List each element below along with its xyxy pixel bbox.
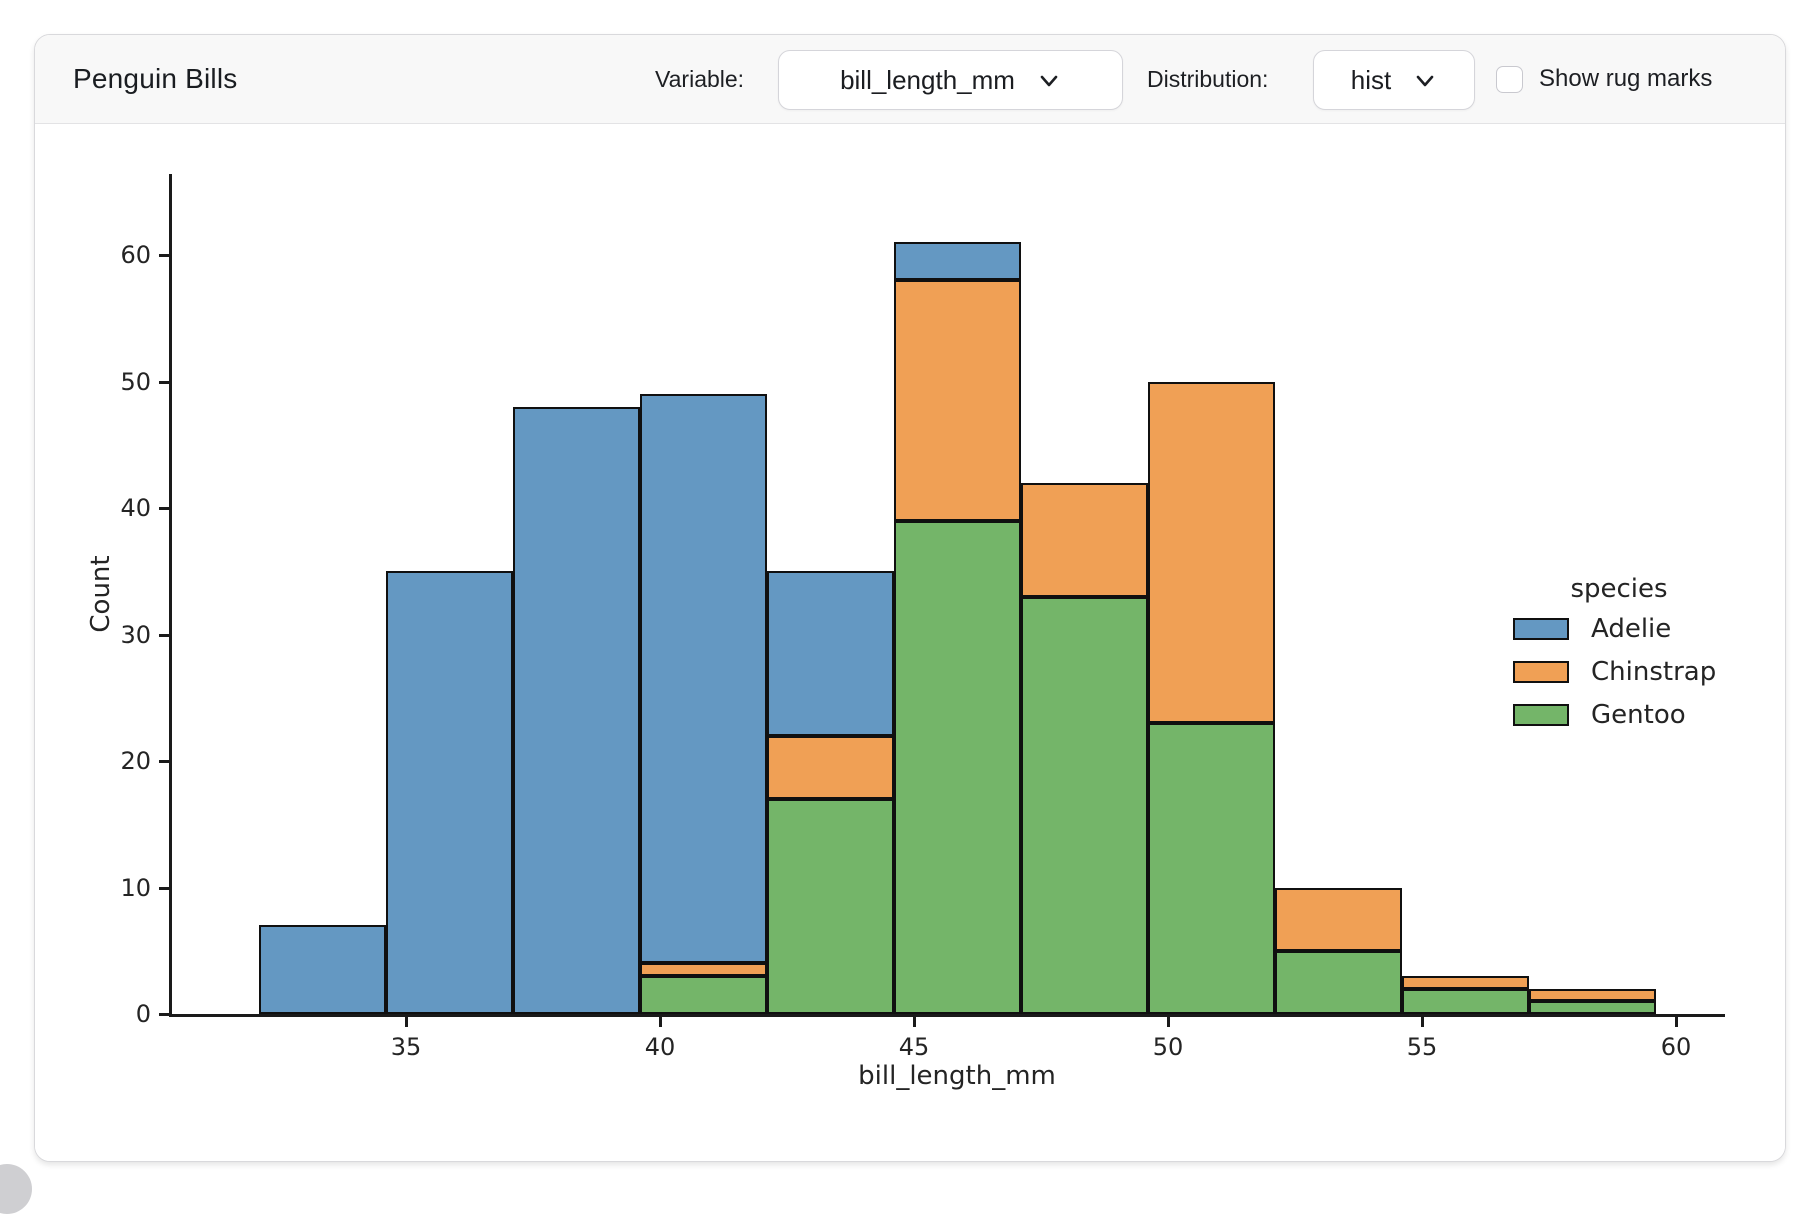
variable-label: Variable: xyxy=(655,65,745,92)
bar-segment-gentoo xyxy=(1402,988,1529,1014)
bar-segment-gentoo xyxy=(1529,1001,1656,1014)
bar-segment-chinstrap xyxy=(1148,381,1275,724)
distribution-select-value: hist xyxy=(1350,64,1392,95)
show-rug-checkbox[interactable] xyxy=(1496,65,1523,93)
variable-select[interactable]: bill_length_mm xyxy=(778,50,1123,110)
x-tick-label: 35 xyxy=(390,1033,422,1061)
y-tick-label: 10 xyxy=(120,873,151,902)
y-tick-mark xyxy=(159,254,169,257)
y-tick-mark xyxy=(159,760,169,763)
x-tick-mark xyxy=(405,1017,408,1027)
y-tick-mark xyxy=(159,1013,169,1016)
x-tick-mark xyxy=(659,1017,662,1027)
y-tick-label: 30 xyxy=(120,620,151,649)
legend-label-chinstrap: Chinstrap xyxy=(1591,657,1717,687)
bar-segment-chinstrap xyxy=(894,280,1021,521)
bar-segment-adelie xyxy=(386,571,513,1014)
bar-segment-gentoo xyxy=(1275,950,1402,1014)
distribution-label: Distribution: xyxy=(1147,65,1269,92)
bar-segment-chinstrap xyxy=(1529,988,1656,1002)
bar-segment-gentoo xyxy=(1148,723,1275,1014)
page-title: Penguin Bills xyxy=(73,63,238,94)
y-tick-mark xyxy=(159,380,169,384)
bar-segment-chinstrap xyxy=(1402,976,1529,989)
y-tick-mark xyxy=(159,507,169,510)
card-body: Count bill_length_mm 35 40 45 50 55 60 0 10 20 30… xyxy=(35,124,1785,1161)
x-axis-label: bill_length_mm xyxy=(858,1061,1056,1091)
y-tick-label: 60 xyxy=(120,241,151,269)
x-axis-spine xyxy=(169,1014,1725,1017)
variable-select-value: bill_length_mm xyxy=(840,64,1015,95)
legend-label-gentoo: Gentoo xyxy=(1591,700,1686,730)
legend-swatch-gentoo xyxy=(1513,704,1569,726)
x-tick-mark xyxy=(913,1017,916,1027)
bar-segment-gentoo xyxy=(767,798,894,1014)
bar-segment-adelie xyxy=(513,406,640,1014)
y-tick-label: 20 xyxy=(120,747,151,775)
bar-segment-chinstrap xyxy=(767,735,894,799)
bar-segment-gentoo xyxy=(1021,596,1148,1014)
bar-segment-adelie xyxy=(259,925,386,1014)
x-tick-mark xyxy=(1167,1017,1170,1027)
legend-swatch-adelie xyxy=(1513,618,1569,640)
legend-title: species xyxy=(1570,574,1668,604)
bar-segment-chinstrap xyxy=(640,963,767,977)
chevron-down-icon xyxy=(1413,68,1437,92)
chevron-down-icon xyxy=(1037,68,1061,92)
bar-segment-chinstrap xyxy=(1021,482,1148,597)
bar-segment-chinstrap xyxy=(1275,887,1402,951)
legend-label-adelie: Adelie xyxy=(1591,614,1672,644)
y-tick-mark xyxy=(159,633,169,637)
x-tick-mark xyxy=(1675,1017,1678,1027)
card-header: Penguin Bills Variable: bill_length_mm D… xyxy=(35,35,1785,124)
y-tick-label: 0 xyxy=(135,1000,151,1028)
x-tick-mark xyxy=(1421,1017,1424,1027)
bar-segment-adelie xyxy=(767,571,894,736)
x-tick-label: 45 xyxy=(898,1033,930,1061)
x-tick-label: 40 xyxy=(644,1033,676,1061)
bar-segment-adelie xyxy=(894,242,1021,281)
bar-segment-adelie xyxy=(640,394,767,964)
y-axis-spine xyxy=(169,174,172,1017)
y-tick-label: 40 xyxy=(120,494,151,522)
x-tick-label: 55 xyxy=(1406,1033,1438,1061)
rug-marks-control: Show rug marks xyxy=(1496,35,1712,123)
penguin-bills-card: Penguin Bills Variable: bill_length_mm D… xyxy=(34,34,1786,1162)
bottom-left-corner-artifact xyxy=(0,1164,32,1214)
x-tick-label: 50 xyxy=(1152,1033,1184,1061)
show-rug-label[interactable]: Show rug marks xyxy=(1539,65,1713,92)
y-tick-mark xyxy=(159,886,169,890)
bar-segment-gentoo xyxy=(894,520,1021,1014)
histogram-chart: Count bill_length_mm 35 40 45 50 55 60 0 10 20 30… xyxy=(35,124,1785,1161)
y-tick-label: 50 xyxy=(120,367,151,396)
legend-swatch-chinstrap xyxy=(1513,661,1569,683)
bar-segment-gentoo xyxy=(640,976,767,1014)
distribution-select[interactable]: hist xyxy=(1313,50,1475,110)
x-tick-label: 60 xyxy=(1660,1033,1692,1061)
